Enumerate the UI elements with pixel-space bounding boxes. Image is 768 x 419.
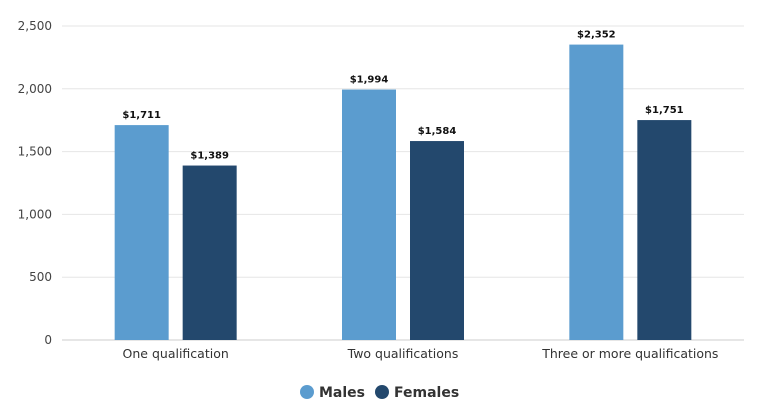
bar-males-1 [114, 125, 169, 341]
y-tick-label: 500 [29, 270, 52, 284]
legend-label-females[interactable]: Females [394, 385, 459, 401]
data-label: $1,584 [418, 126, 457, 137]
legend-marker-females[interactable] [375, 385, 389, 399]
y-tick-label: 1,500 [18, 145, 52, 159]
y-tick-label: 2,000 [18, 82, 52, 96]
data-label: $1,751 [645, 105, 684, 116]
x-axis-labels: One qualification Two qualifications Three… [123, 346, 719, 361]
legend-marker-males[interactable] [300, 385, 314, 399]
data-labels: $1,711 $1,389 $1,994 $1,584 $2,352 $1,751 [122, 30, 683, 162]
bar-females-3 [637, 120, 692, 340]
y-axis-ticks: 0 500 1,000 1,500 2,000 2,500 [18, 19, 52, 347]
data-label: $2,352 [577, 30, 616, 41]
data-label: $1,994 [350, 75, 389, 86]
bar-males-3 [569, 44, 624, 340]
y-tick-label: 2,500 [18, 19, 52, 33]
bar-males-2 [342, 89, 396, 341]
bar-females-2 [410, 141, 464, 340]
category-label: One qualification [123, 346, 229, 361]
category-label: Two qualifications [347, 346, 459, 361]
y-tick-label: 1,000 [18, 207, 52, 221]
data-label: $1,389 [190, 151, 229, 162]
legend: Males Females [300, 385, 459, 401]
bar-females-1 [182, 165, 237, 340]
bars [114, 44, 692, 341]
legend-label-males[interactable]: Males [319, 385, 365, 401]
data-label: $1,711 [122, 110, 161, 121]
category-label: Three or more qualifications [541, 346, 718, 361]
y-tick-label: 0 [44, 333, 52, 347]
grid-lines [62, 25, 744, 341]
